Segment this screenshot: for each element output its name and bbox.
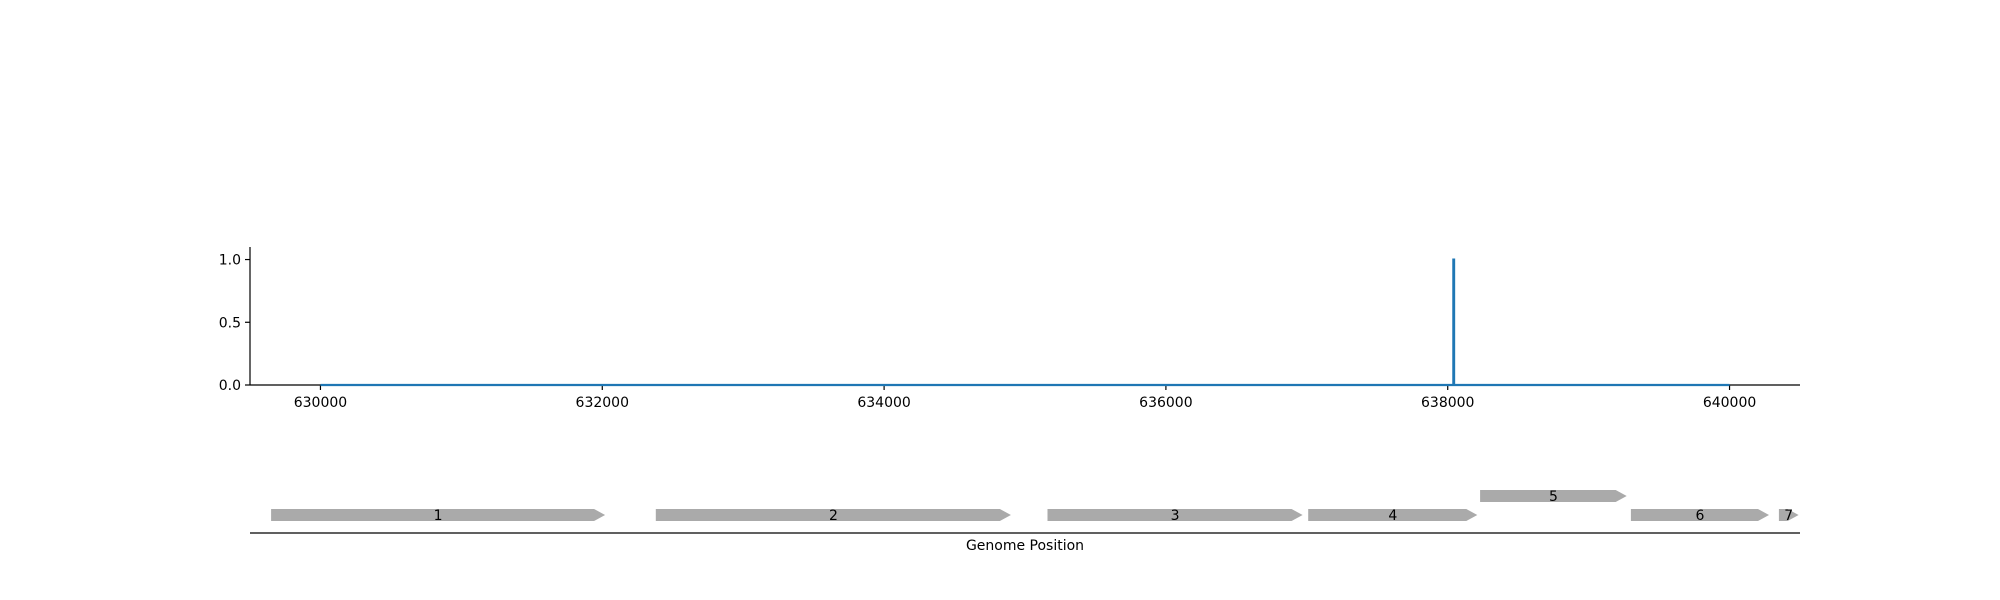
gene-arrow bbox=[1630, 509, 1769, 521]
y-ticks: 0.0 0.5 1.0 bbox=[219, 253, 250, 394]
x-tick-label: 632000 bbox=[576, 395, 629, 411]
gene-label: 6 bbox=[1696, 508, 1705, 524]
gene-label: 3 bbox=[1171, 508, 1180, 524]
x-tick-label: 634000 bbox=[857, 395, 910, 411]
y-tick-label: 0.0 bbox=[219, 378, 241, 394]
gene-track: 1 2 3 4 5 6 7 Genome Position bbox=[250, 489, 1800, 554]
gene-label: 5 bbox=[1549, 489, 1558, 505]
gene-arrow bbox=[1480, 490, 1627, 502]
series-line bbox=[320, 258, 1730, 387]
gene-label: 2 bbox=[829, 508, 838, 524]
y-tick-label: 1.0 bbox=[219, 253, 241, 269]
x-tick-label: 640000 bbox=[1703, 395, 1756, 411]
x-tick-label: 638000 bbox=[1421, 395, 1474, 411]
gene-label: 1 bbox=[434, 508, 443, 524]
coverage-chart: 630000 632000 634000 636000 638000 640000 0.0… bbox=[219, 247, 1800, 411]
gene-arrow bbox=[655, 509, 1011, 521]
y-tick-label: 0.5 bbox=[219, 315, 241, 331]
x-tick-label: 636000 bbox=[1139, 395, 1192, 411]
x-tick-label: 630000 bbox=[294, 395, 347, 411]
series-layer bbox=[320, 258, 1730, 387]
gene-arrow bbox=[1778, 509, 1799, 521]
gene-track-xlabel: Genome Position bbox=[966, 538, 1084, 554]
gene-arrow bbox=[1047, 509, 1303, 521]
gene-arrow bbox=[271, 509, 606, 521]
gene-arrow bbox=[1308, 509, 1478, 521]
gene-label: 7 bbox=[1784, 508, 1793, 524]
genes-layer: 1 2 3 4 5 6 7 bbox=[271, 489, 1799, 524]
x-ticks: 630000 632000 634000 636000 638000 640000 bbox=[294, 385, 1756, 411]
gene-label: 4 bbox=[1388, 508, 1397, 524]
